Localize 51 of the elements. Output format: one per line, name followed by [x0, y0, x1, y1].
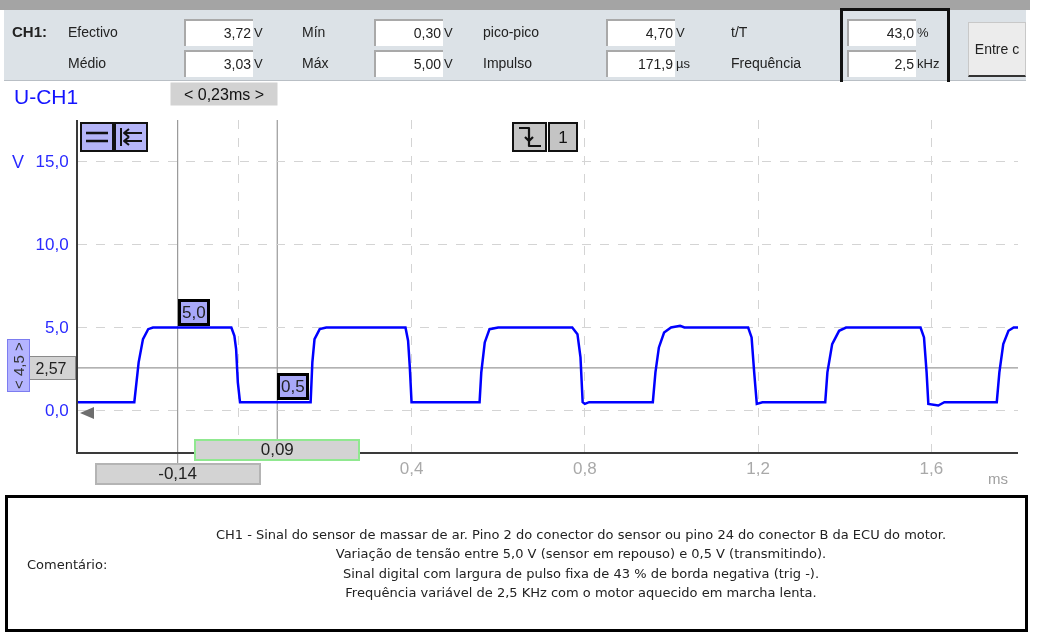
line-series	[78, 324, 1018, 407]
text: Impulso	[483, 54, 533, 72]
text: 2,5	[847, 50, 916, 77]
text: V	[676, 24, 685, 42]
text: %	[917, 24, 929, 42]
annotation: 1	[558, 127, 568, 147]
text: Comentário:	[27, 556, 108, 574]
text: Frequência	[731, 54, 802, 72]
ref-line-label: 0,09	[260, 440, 294, 460]
text: 4,70	[606, 19, 675, 46]
y-tick-label: 0,0	[44, 401, 69, 421]
y-tick-label: 15,0	[35, 152, 69, 172]
text: Variação de tensão entre 5,0 V (sensor em repouso) e 0,5 V (transmitindo).	[335, 545, 827, 564]
text: V	[254, 55, 263, 73]
text: Efectivo	[68, 23, 118, 41]
text: 3,72	[184, 19, 253, 46]
text: 5,00	[374, 50, 443, 77]
text: V	[444, 55, 453, 73]
x-tick-label: 1,6	[919, 459, 944, 479]
y-tick-label: 5,0	[44, 318, 69, 338]
x-axis-title: ms	[988, 470, 1008, 487]
chart-title: U-CH1	[14, 85, 79, 109]
text: 171,9	[606, 50, 675, 77]
text: Médio	[68, 54, 107, 72]
text: kHz	[917, 55, 940, 73]
text: < 0,23ms >	[183, 85, 265, 103]
text: < 4,5 >	[10, 342, 27, 389]
ref-line-label: -0,14	[158, 464, 197, 484]
x-tick-label: 1,2	[746, 459, 770, 479]
annotation: 0,5	[281, 377, 305, 396]
text: 3,03	[184, 50, 253, 77]
x-tick-label: 0,8	[573, 459, 597, 479]
text: Entre c	[968, 22, 1026, 77]
x-tick-label: 0,4	[399, 459, 424, 479]
text: CH1 - Sinal do sensor de massar de ar. Pino 2 do conector do sensor ou pino 24 do conector B da ECU do motor.	[215, 526, 947, 544]
text: CH1:	[12, 23, 48, 41]
text: 43,0	[847, 19, 916, 46]
text: pico-pico	[483, 23, 540, 41]
text: Máx	[302, 54, 329, 72]
text: V	[254, 24, 263, 42]
text: µs	[676, 55, 690, 73]
text: 0,30	[374, 19, 443, 46]
text: Sinal digital com largura de pulso fixa de 43 % de borda negativa (trig -).	[342, 564, 820, 583]
y-tick-label: 10,0	[35, 235, 69, 255]
text: Mín	[302, 23, 326, 41]
y-axis-title: V	[12, 152, 25, 172]
text: t/T	[731, 23, 748, 41]
annotation: 5,0	[182, 303, 206, 322]
text: V	[444, 24, 453, 42]
ref-line-label: 2,57	[35, 359, 67, 377]
text: Frequência variável de 2,5 KHz com o motor aquecido em marcha lenta.	[345, 584, 817, 603]
